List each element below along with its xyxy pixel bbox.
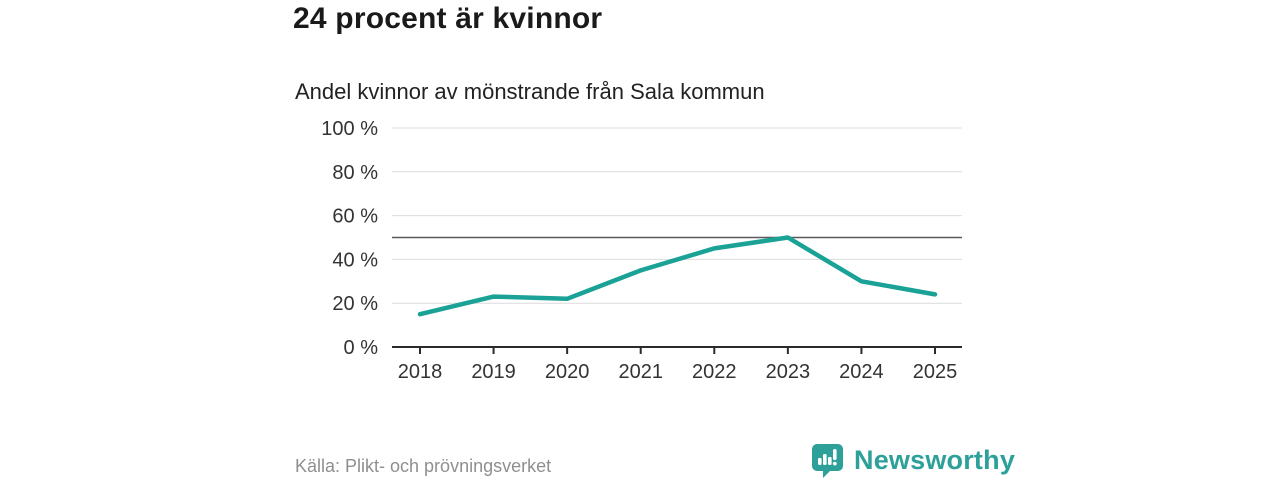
x-tick-label: 2019 — [471, 361, 516, 383]
newsworthy-logo: Newsworthy — [812, 444, 1015, 478]
x-tick-label: 2024 — [839, 361, 884, 383]
line-chart: 0 % 20 % 40 % 60 % 80 % 100 % 2018 2019 2020 2021… — [321, 118, 962, 383]
x-tick-label: 2021 — [618, 361, 663, 383]
y-tick-label: 20 % — [332, 293, 378, 315]
x-tick-label: 2023 — [766, 361, 811, 383]
newsworthy-wordmark: Newsworthy — [854, 445, 1016, 475]
y-tick-label: 60 % — [332, 206, 378, 228]
y-tick-label: 80 % — [332, 162, 378, 184]
chart-title: 24 procent är kvinnor — [293, 2, 603, 35]
x-tick-label: 2020 — [545, 361, 590, 383]
y-tick-label: 100 % — [321, 118, 378, 140]
x-tick-label: 2018 — [398, 361, 443, 383]
data-line — [417, 235, 938, 317]
x-tick-label: 2022 — [692, 361, 737, 383]
y-tick-label: 40 % — [332, 249, 378, 271]
source-note: Källa: Plikt- och prövningsverket — [295, 456, 552, 476]
chart-subtitle: Andel kvinnor av mönstrande från Sala ko… — [295, 79, 765, 104]
y-tick-label: 0 % — [344, 337, 379, 359]
newsworthy-bubble-chart-icon — [812, 444, 843, 478]
x-tick-label: 2025 — [913, 361, 958, 383]
